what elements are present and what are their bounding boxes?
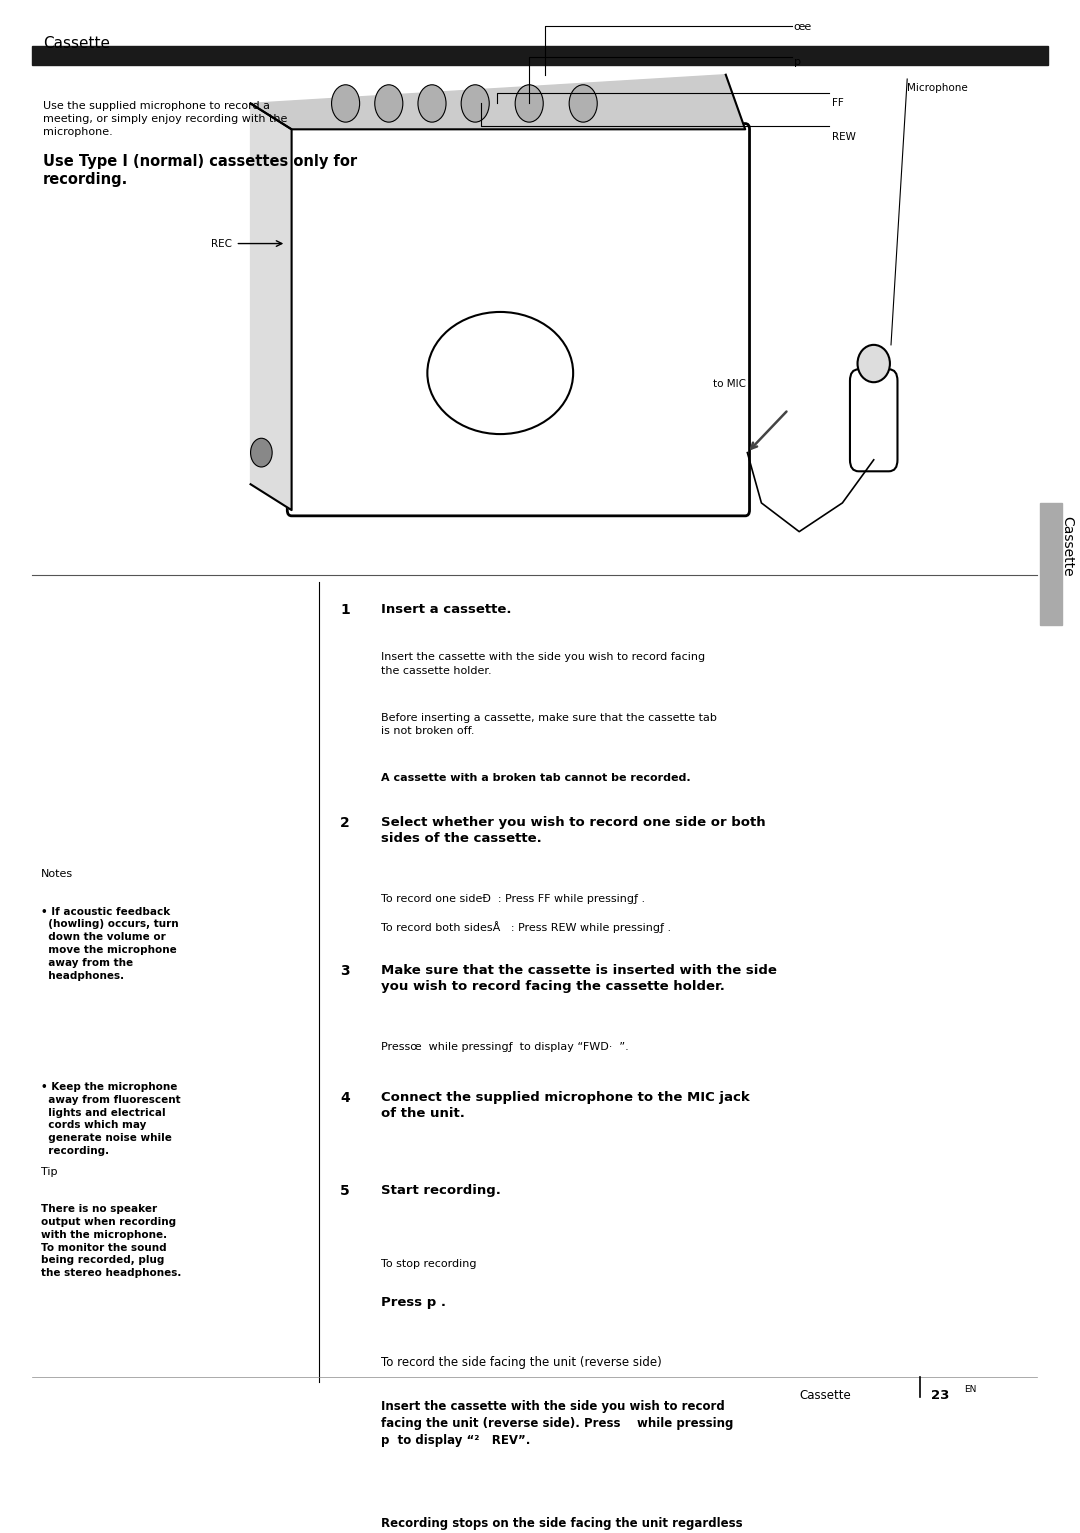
Text: 2: 2 bbox=[340, 816, 350, 831]
Circle shape bbox=[375, 84, 403, 123]
Text: REW: REW bbox=[832, 132, 855, 143]
Text: There is no speaker
output when recording
with the microphone.
To monitor the so: There is no speaker output when recordin… bbox=[41, 1203, 181, 1279]
Text: Recording stops on the side facing the unit regardless
of whether one side or bo: Recording stops on the side facing the u… bbox=[381, 1518, 743, 1533]
Text: Make sure that the cassette is inserted with the side
you wish to record facing : Make sure that the cassette is inserted … bbox=[381, 964, 778, 993]
FancyBboxPatch shape bbox=[287, 124, 750, 515]
Ellipse shape bbox=[858, 345, 890, 382]
Text: Cassette: Cassette bbox=[1061, 515, 1074, 576]
Text: To record the side facing the unit (reverse side): To record the side facing the unit (reve… bbox=[381, 1357, 662, 1369]
Text: Insert a cassette.: Insert a cassette. bbox=[381, 604, 512, 616]
Polygon shape bbox=[251, 75, 745, 129]
Bar bbox=[1040, 503, 1062, 625]
Text: To record both sidesÅ   : Press REW while pressingƒ .: To record both sidesÅ : Press REW while … bbox=[381, 921, 672, 934]
Text: Cassette: Cassette bbox=[43, 35, 110, 51]
Text: EN: EN bbox=[964, 1386, 976, 1393]
Text: Notes: Notes bbox=[41, 869, 73, 880]
Text: Pressœ  while pressingƒ  to display “FWD·  ”.: Pressœ while pressingƒ to display “FWD· … bbox=[381, 1042, 629, 1052]
Text: Microphone: Microphone bbox=[907, 83, 968, 94]
Circle shape bbox=[418, 84, 446, 123]
Text: œe: œe bbox=[794, 21, 812, 32]
Circle shape bbox=[332, 84, 360, 123]
Text: p: p bbox=[794, 57, 800, 67]
Text: Cassette: Cassette bbox=[799, 1389, 851, 1403]
Text: 1: 1 bbox=[340, 604, 350, 618]
Text: 5: 5 bbox=[340, 1183, 350, 1197]
Polygon shape bbox=[251, 103, 292, 510]
Text: 4: 4 bbox=[340, 1090, 350, 1105]
Ellipse shape bbox=[428, 311, 573, 434]
Text: 3: 3 bbox=[340, 964, 350, 978]
Text: Start recording.: Start recording. bbox=[381, 1183, 501, 1197]
Text: REC: REC bbox=[212, 239, 232, 248]
Text: Insert the cassette with the side you wish to record
facing the unit (reverse si: Insert the cassette with the side you wi… bbox=[381, 1400, 733, 1447]
Circle shape bbox=[461, 84, 489, 123]
Text: 23: 23 bbox=[931, 1389, 949, 1403]
Text: Before inserting a cassette, make sure that the cassette tab
is not broken off.: Before inserting a cassette, make sure t… bbox=[381, 713, 717, 736]
Text: Insert the cassette with the side you wish to record facing
the cassette holder.: Insert the cassette with the side you wi… bbox=[381, 653, 705, 676]
Circle shape bbox=[515, 84, 543, 123]
Text: Tip: Tip bbox=[41, 1167, 57, 1177]
Text: To record one sideĐ  : Press FF while pressingƒ .: To record one sideĐ : Press FF while pre… bbox=[381, 894, 646, 904]
Circle shape bbox=[251, 438, 272, 468]
Text: • Keep the microphone
  away from fluorescent
  lights and electrical
  cords wh: • Keep the microphone away from fluoresc… bbox=[41, 1082, 180, 1156]
FancyBboxPatch shape bbox=[850, 369, 897, 471]
Text: to MIC: to MIC bbox=[713, 379, 746, 389]
Text: A cassette with a broken tab cannot be recorded.: A cassette with a broken tab cannot be r… bbox=[381, 773, 691, 783]
Text: Press p .: Press p . bbox=[381, 1295, 446, 1309]
Circle shape bbox=[569, 84, 597, 123]
Text: Use the supplied microphone to record a
meeting, or simply enjoy recording with : Use the supplied microphone to record a … bbox=[43, 101, 287, 136]
Text: To stop recording: To stop recording bbox=[381, 1259, 476, 1269]
Text: FF: FF bbox=[832, 98, 843, 107]
Text: • If acoustic feedback
  (howling) occurs, turn
  down the volume or
  move the : • If acoustic feedback (howling) occurs,… bbox=[41, 906, 178, 981]
Text: Connect the supplied microphone to the MIC jack
of the unit.: Connect the supplied microphone to the M… bbox=[381, 1090, 750, 1119]
Bar bbox=[32, 46, 1048, 64]
Text: Use Type I (normal) cassettes only for
recording.: Use Type I (normal) cassettes only for r… bbox=[43, 153, 357, 187]
Text: Select whether you wish to record one side or both
sides of the cassette.: Select whether you wish to record one si… bbox=[381, 816, 766, 845]
